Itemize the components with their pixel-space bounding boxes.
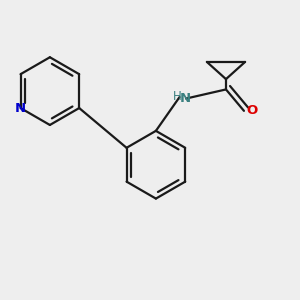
Text: N: N bbox=[179, 92, 191, 105]
Text: H: H bbox=[173, 90, 182, 103]
Text: N: N bbox=[15, 101, 26, 115]
Text: O: O bbox=[247, 104, 258, 117]
